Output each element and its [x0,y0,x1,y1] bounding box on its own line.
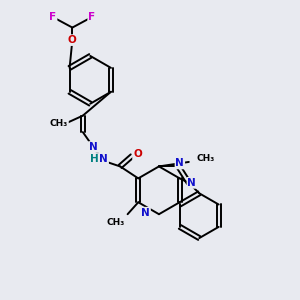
Text: F: F [50,12,56,22]
Text: CH₃: CH₃ [50,118,68,127]
Text: O: O [133,149,142,160]
Text: CH₃: CH₃ [196,154,214,163]
Text: N: N [89,142,98,152]
Text: H: H [90,154,99,164]
Text: F: F [88,12,95,22]
Text: N: N [141,208,150,218]
Text: CH₃: CH₃ [106,218,125,227]
Text: N: N [99,154,108,164]
Text: N: N [176,158,184,168]
Text: O: O [68,35,77,45]
Text: N: N [188,178,196,188]
